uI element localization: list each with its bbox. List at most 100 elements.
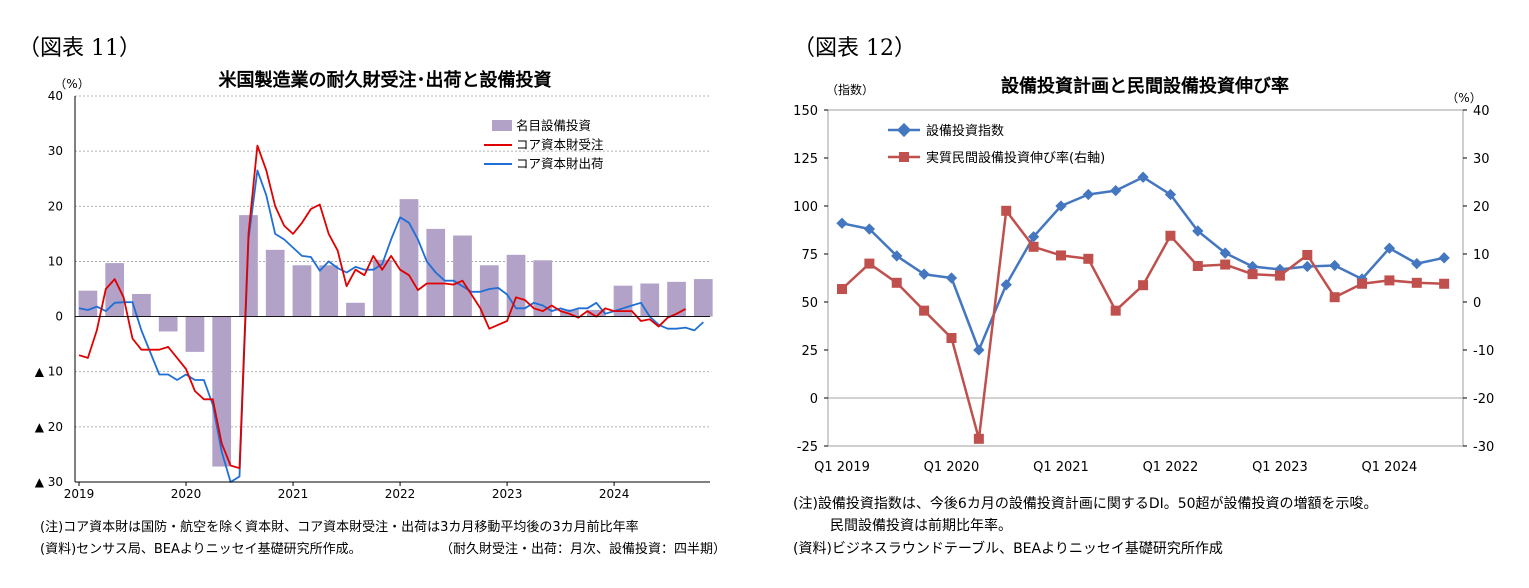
y-tick-label: ▲ 20 <box>35 420 63 434</box>
legend: 設備投資指数 実質民間設備投資伸び率(右軸) <box>888 122 1105 166</box>
y-tick-label-left: -25 <box>797 440 818 455</box>
y-tick-label-left: 25 <box>801 344 818 359</box>
x-tick-label: Q1 2022 <box>1143 460 1199 475</box>
point-capex-growth <box>864 258 875 269</box>
line-shipments <box>78 169 704 483</box>
bar-capex <box>239 215 258 317</box>
y-axis-unit: （%） <box>54 77 89 91</box>
y-tick-label-left: 75 <box>801 248 818 263</box>
x-tick-label: Q1 2019 <box>814 460 870 475</box>
point-capex-growth <box>1110 305 1121 316</box>
chart-capex-plan: 設備投資計画と民間設備投資伸び率 （指数） （%） 15012510075502… <box>793 75 1494 475</box>
note-growth-definition: 民間設備投資は前期比年率。 <box>830 518 1012 534</box>
point-capex-index <box>1329 259 1341 272</box>
y-tick-label: 10 <box>48 254 63 268</box>
point-capex-index <box>1438 252 1450 264</box>
y-tick-label-left: 0 <box>810 392 818 407</box>
y-tick-label: ▲ 30 <box>35 475 63 489</box>
bar-capex <box>372 259 392 317</box>
point-capex-growth <box>1247 269 1258 280</box>
legend: 名目設備投資 コア資本財受注 コア資本財出荷 <box>484 118 604 171</box>
point-capex-growth <box>1001 205 1012 216</box>
point-capex-growth <box>1329 292 1340 303</box>
line-orders <box>78 144 686 470</box>
note-frequency: （耐久財受注・出荷：月次、設備投資：四半期） <box>440 542 727 557</box>
point-capex-index <box>1192 225 1204 237</box>
point-capex-growth <box>1192 261 1203 271</box>
point-capex-growth <box>1384 275 1395 286</box>
y-tick-label-left: 150 <box>793 104 818 119</box>
x-tick-label: 2020 <box>171 487 202 501</box>
bar-capex <box>533 260 553 317</box>
point-capex-growth <box>837 284 847 295</box>
legend-label-orders: コア資本財受注 <box>516 137 604 152</box>
note-source: (資料)ビジネスラウンドテーブル、BEAよりニッセイ基礎研究所作成 <box>793 541 1223 557</box>
legend-label-bars: 名目設備投資 <box>516 118 591 133</box>
point-capex-growth <box>1302 249 1313 260</box>
legend-swatch-bars <box>492 120 512 131</box>
bar-capex <box>693 279 713 317</box>
legend-label-growth: 実質民間設備投資伸び率(右軸) <box>926 150 1105 166</box>
y-tick-label-left: 50 <box>801 296 818 311</box>
y-tick-label-right: 40 <box>1473 104 1490 119</box>
y-tick-label-right: -20 <box>1473 392 1494 407</box>
bar-capex <box>346 302 365 317</box>
point-capex-index <box>1383 242 1396 254</box>
note-source: (資料)センサス局、BEAよりニッセイ基礎研究所作成。 <box>40 542 362 557</box>
legend-marker-growth <box>899 152 909 162</box>
x-tick-label: Q1 2021 <box>1033 460 1089 475</box>
point-capex-growth <box>1220 259 1231 270</box>
point-capex-index <box>1000 279 1012 291</box>
legend-label-index: 設備投資指数 <box>926 123 1004 139</box>
x-tick-label: 2023 <box>492 487 523 501</box>
legend-marker-index <box>896 122 912 138</box>
note-core-capital-goods: (注)コア資本財は国防・航空を除く資本財、コア資本財受注・出荷は3カ月移動平均後… <box>40 520 639 535</box>
bar-capex <box>667 281 686 317</box>
note-index-definition: (注)設備投資指数は、今後6カ月の設備投資計画に関するDI。50超が設備投資の増… <box>793 496 1378 512</box>
point-capex-growth <box>1055 250 1066 261</box>
bar-capex <box>78 290 98 317</box>
x-tick-label: 2024 <box>599 487 630 501</box>
point-capex-growth <box>1165 230 1176 241</box>
x-tick-label: Q1 2020 <box>924 460 980 475</box>
point-capex-index <box>1055 200 1067 212</box>
y-tick-label: 0 <box>55 310 63 324</box>
y-axis-right-unit: （%） <box>1446 91 1481 105</box>
bar-capex <box>399 199 419 317</box>
bar-capex <box>586 309 606 317</box>
y-tick-label-right: -10 <box>1473 344 1494 359</box>
point-capex-growth <box>1028 241 1039 252</box>
x-tick-label: Q1 2024 <box>1362 460 1418 475</box>
legend-label-shipments: コア資本財出荷 <box>516 156 604 171</box>
point-capex-growth <box>1357 278 1368 289</box>
y-tick-label-left: 100 <box>793 200 818 215</box>
y-tick-label-right: 20 <box>1473 200 1490 215</box>
point-capex-growth <box>1138 280 1149 291</box>
bar-capex <box>132 293 151 317</box>
point-capex-index <box>1082 188 1094 201</box>
y-tick-label-right: 10 <box>1473 248 1490 263</box>
y-axis-left-unit: （指数） <box>826 82 874 97</box>
figure-11-label: （図表 11） <box>18 36 141 61</box>
plot-area <box>827 109 1464 447</box>
point-capex-index <box>973 344 985 356</box>
chart-durable-goods: 米国製造業の耐久財受注･出荷と設備投資 （%） 40 30 20 10 0 ▲ 10 ▲ 2… <box>35 69 713 501</box>
y-tick-label: 40 <box>48 89 63 103</box>
bar-capex <box>640 283 660 317</box>
y-tick-label-right: 30 <box>1473 152 1490 167</box>
point-capex-index <box>1411 257 1423 270</box>
y-tick-label: 20 <box>48 199 63 213</box>
x-tick-label: 2019 <box>64 487 95 501</box>
bar-capex <box>265 249 285 317</box>
bar-capex <box>453 235 472 317</box>
bar-capex <box>479 265 499 317</box>
y-tick-label: 30 <box>48 144 63 158</box>
point-capex-growth <box>1439 278 1450 289</box>
bar-capex <box>185 316 205 352</box>
point-capex-growth <box>891 277 902 288</box>
y-tick-label-left: 125 <box>793 152 818 167</box>
point-capex-index <box>1110 184 1122 197</box>
point-capex-growth <box>1274 270 1285 281</box>
x-tick-label: Q1 2023 <box>1252 460 1308 475</box>
